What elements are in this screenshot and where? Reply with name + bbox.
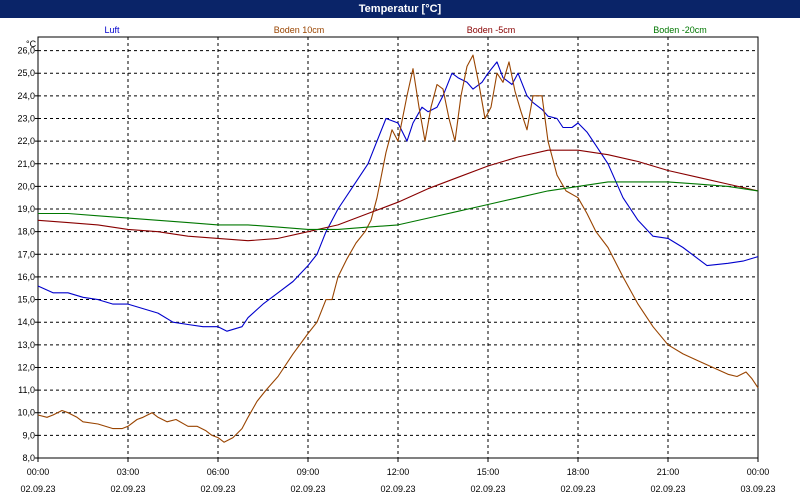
x-tick-time: 00:00 bbox=[747, 467, 770, 477]
x-axis: 00:00 02.09.23 03:00 02.09.23 06:00 02.09.23 0… bbox=[20, 458, 776, 494]
y-axis-unit: °C bbox=[26, 39, 37, 49]
x-tick-time: 06:00 bbox=[207, 467, 230, 477]
y-tick-label: 19,0 bbox=[17, 204, 35, 214]
x-tick-time: 00:00 bbox=[27, 467, 50, 477]
series-line-boden-20cm bbox=[38, 181, 759, 230]
y-tick-label: 21,0 bbox=[17, 159, 35, 169]
legend-entry: Boden -5cm bbox=[467, 25, 516, 35]
series-lines bbox=[37, 54, 759, 443]
x-tick-date: 03.09.23 bbox=[740, 484, 775, 494]
x-tick-time: 12:00 bbox=[387, 467, 410, 477]
y-tick-label: 20,0 bbox=[17, 181, 35, 191]
x-tick-time: 03:00 bbox=[117, 467, 140, 477]
chart-title: Temperatur [°C] bbox=[0, 0, 800, 18]
y-tick-label: 16,0 bbox=[17, 272, 35, 282]
y-tick-label: 26,0 bbox=[17, 46, 35, 56]
y-tick-label: 9,0 bbox=[22, 430, 35, 440]
x-tick-date: 02.09.23 bbox=[560, 484, 595, 494]
x-tick-time: 18:00 bbox=[567, 467, 590, 477]
x-tick-time: 21:00 bbox=[657, 467, 680, 477]
y-tick-label: 11,0 bbox=[18, 385, 35, 395]
y-tick-label: 24,0 bbox=[17, 91, 35, 101]
y-tick-label: 25,0 bbox=[17, 68, 35, 78]
series-line-luft bbox=[37, 61, 759, 332]
x-tick-time: 15:00 bbox=[477, 467, 500, 477]
legend-entry: Boden 10cm bbox=[274, 25, 325, 35]
legend-entry: Boden -20cm bbox=[653, 25, 707, 35]
x-tick-time: 09:00 bbox=[297, 467, 320, 477]
x-tick-date: 02.09.23 bbox=[200, 484, 235, 494]
legend-entry: Luft bbox=[104, 25, 120, 35]
y-tick-label: 23,0 bbox=[17, 113, 35, 123]
series-line-boden-5cm bbox=[37, 149, 759, 242]
x-tick-date: 02.09.23 bbox=[380, 484, 415, 494]
temperature-chart: 8,0 9,0 10,0 11,0 12,0 13,0 14,0 15,0 16,0 17,0 18… bbox=[17, 25, 776, 494]
x-tick-date: 02.09.23 bbox=[650, 484, 685, 494]
y-tick-label: 10,0 bbox=[17, 408, 35, 418]
x-tick-date: 02.09.23 bbox=[20, 484, 55, 494]
x-tick-date: 02.09.23 bbox=[110, 484, 145, 494]
x-tick-date: 02.09.23 bbox=[470, 484, 505, 494]
y-axis: 8,0 9,0 10,0 11,0 12,0 13,0 14,0 15,0 16,0 17,0 18… bbox=[17, 46, 38, 463]
y-tick-label: 12,0 bbox=[17, 362, 35, 372]
y-tick-label: 17,0 bbox=[17, 249, 35, 259]
y-tick-label: 18,0 bbox=[17, 227, 35, 237]
series-line-boden-10cm bbox=[37, 54, 759, 443]
x-tick-date: 02.09.23 bbox=[290, 484, 325, 494]
y-tick-label: 14,0 bbox=[17, 317, 35, 327]
y-tick-label: 22,0 bbox=[17, 136, 35, 146]
legend: Luft Boden 10cm Boden -5cm Boden -20cm bbox=[104, 25, 706, 35]
y-tick-label: 13,0 bbox=[17, 340, 35, 350]
y-tick-label: 8,0 bbox=[22, 453, 35, 463]
y-tick-label: 15,0 bbox=[17, 295, 35, 305]
